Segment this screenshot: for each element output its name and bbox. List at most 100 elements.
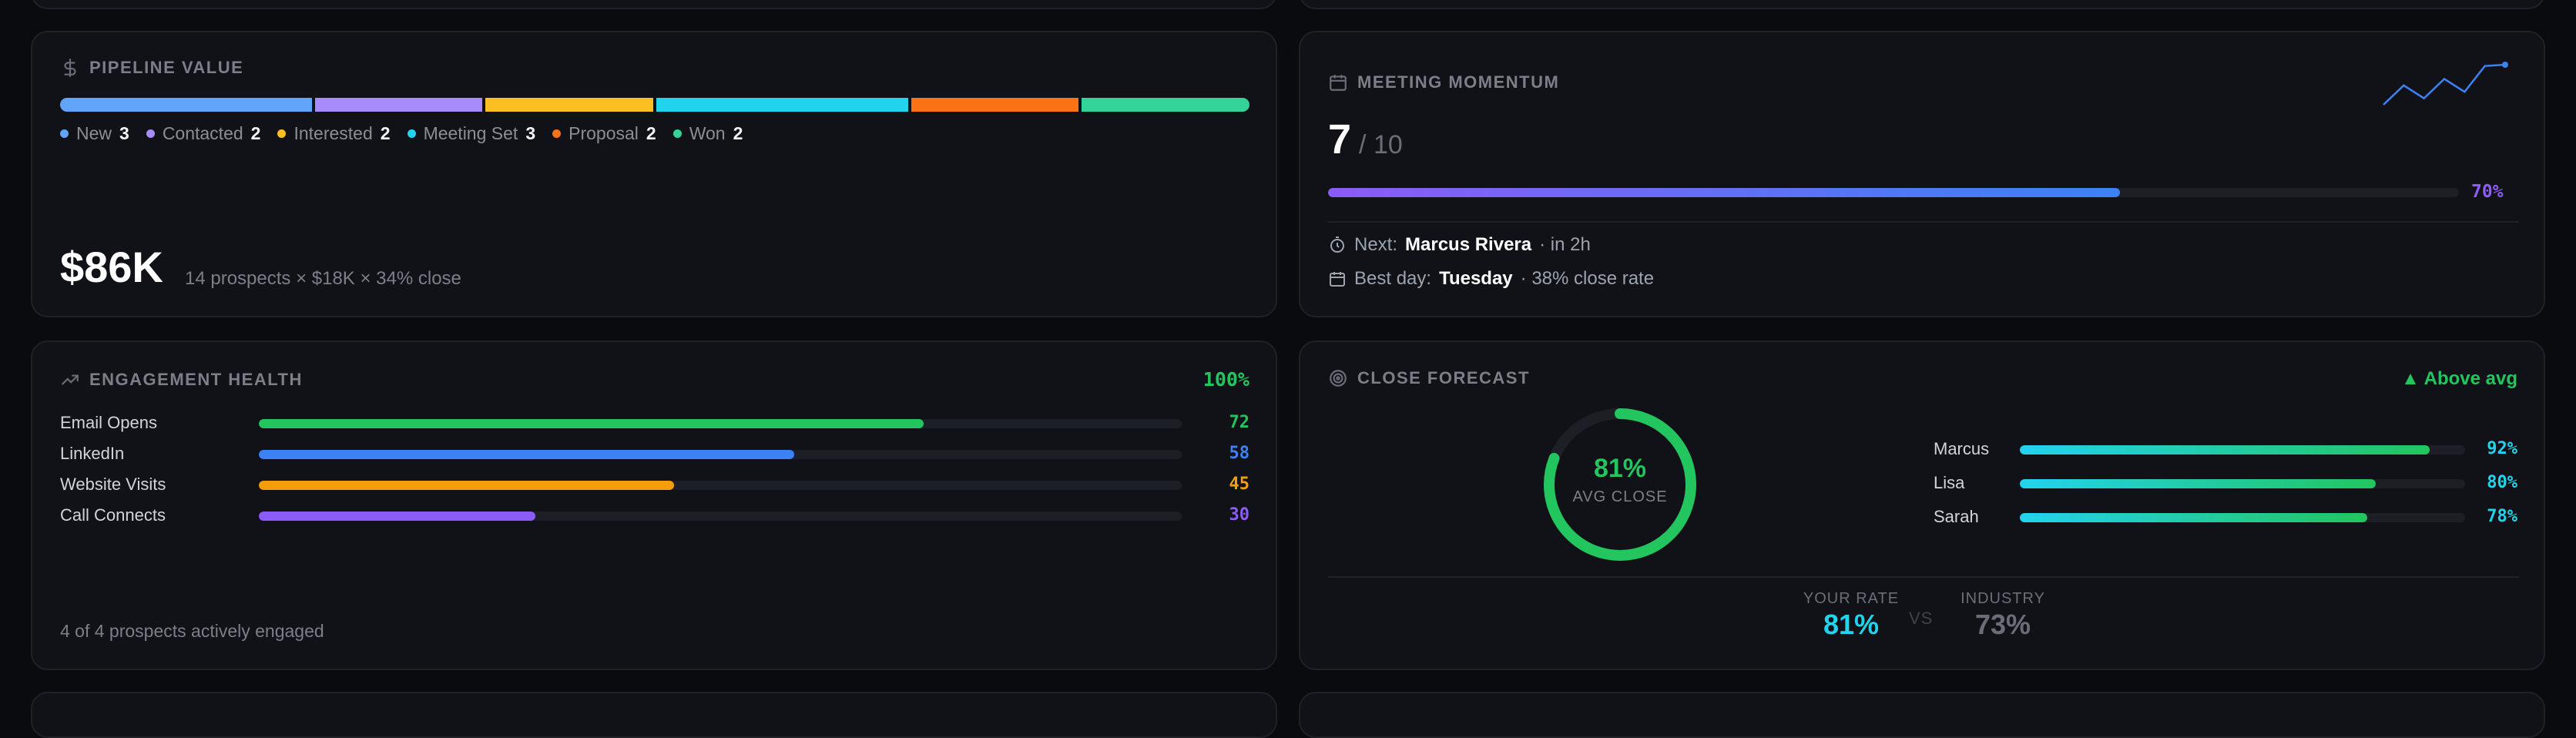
meeting-title: MEETING MOMENTUM [1328,72,1559,92]
trending-up-icon [62,374,79,385]
legend-label: New [76,123,112,143]
legend-count: 3 [525,123,536,143]
calendar-icon [1330,75,1347,91]
engagement-row-track [259,419,1182,428]
rep-name: Sarah [1934,507,1979,526]
sparkline-end-dot [2502,62,2508,68]
meeting-count: 7 [1328,116,1352,163]
engagement-row-track [259,512,1182,521]
best-day: Tuesday [1439,268,1513,289]
calendar-small-icon [1330,272,1345,287]
legend-item: Proposal 2 [552,123,656,144]
engagement-footer: 4 of 4 prospects actively engaged [60,621,324,641]
legend-dot [60,129,69,138]
engagement-row-label: Call Connects [60,505,166,525]
timer-icon [1330,236,1344,253]
bottom-card-left [31,692,1277,738]
pipeline-segment-contacted[interactable] [314,98,483,112]
legend-label: Won [689,123,726,143]
legend-item: Interested 2 [277,123,391,144]
forecast-title: CLOSE FORECAST [1328,368,1530,388]
close-forecast-card: CLOSE FORECAST ▲ Above avg 81% AVG CLOSE… [1299,340,2545,670]
rep-value: 78% [2487,507,2517,526]
legend-dot [673,129,682,138]
engagement-row-fill [259,481,675,490]
rep-track [2020,513,2465,522]
bottom-card-right [1299,692,2545,738]
legend-item: New 3 [60,123,129,144]
industry-label: INDUSTRY [1961,590,2045,607]
rep-name: Marcus [1934,439,1990,458]
meeting-target: / 10 [1359,130,1403,159]
gauge-value: 81% [1593,454,1647,483]
legend-dot [552,129,562,138]
pipeline-segment-interested[interactable] [485,98,654,112]
engagement-row-fill [259,512,536,521]
engagement-title: ENGAGEMENT HEALTH [60,370,303,390]
next-meeting-row: Next: Marcus Rivera · in 2h [1328,234,1591,256]
rep-fill [2020,513,2367,522]
industry-value: 73% [1974,609,2031,640]
legend-item: Won 2 [673,123,743,144]
legend-item: Contacted 2 [146,123,261,144]
your-rate-label: YOUR RATE [1803,590,1900,607]
legend-count: 2 [380,123,391,143]
meeting-momentum-card: MEETING MOMENTUM 7 / 10 70% Next: Marcus… [1299,31,2545,317]
top-card-right [1299,0,2545,9]
your-rate-value: 81% [1823,609,1880,640]
meeting-progress-track [1328,188,2459,197]
close-gauge [1544,408,1696,561]
sparkline-line [2383,63,2506,106]
dollar-icon [64,59,76,77]
legend-item: Meeting Set 3 [407,123,536,144]
legend-count: 3 [119,123,129,143]
engagement-row-track [259,481,1182,490]
meeting-divider [1328,221,2519,223]
pipeline-formula: 14 prospects × $18K × 34% close [185,268,461,289]
legend-dot [277,129,287,138]
meeting-progress-fill [1328,188,2120,197]
top-card-left [31,0,1277,9]
best-day-row: Best day: Tuesday · 38% close rate [1328,268,1654,290]
engagement-row-fill [259,419,924,428]
engagement-score: 100% [1202,368,1249,391]
engagement-row-value: 72 [1229,413,1250,432]
rep-fill [2020,445,2430,455]
pipeline-value-card: PIPELINE VALUE New 3 Contacted 2 Interested 2… [31,31,1277,317]
engagement-row-value: 30 [1229,505,1250,525]
pipeline-segment-won[interactable] [1082,98,1250,112]
rep-value: 92% [2487,439,2517,458]
legend-count: 2 [733,123,743,143]
legend-label: Contacted [162,123,243,143]
rep-name: Lisa [1934,473,1965,492]
pipeline-segment-meeting-set[interactable] [656,98,908,112]
engagement-row-fill [259,450,794,459]
rep-track [2020,445,2465,455]
engagement-row-track [259,450,1182,459]
engagement-row-label: LinkedIn [60,444,125,463]
vs-label: VS [1909,609,1934,628]
pipeline-segment-new[interactable] [60,98,312,112]
pipeline-stack-bar [60,98,1250,112]
engagement-row-label: Website Visits [60,475,166,494]
meeting-count-block: 7 / 10 [1328,116,1403,163]
pipeline-legend: New 3 Contacted 2 Interested 2 Meeting Set 3 Pro… [60,123,743,144]
engagement-row-label: Email Opens [60,413,157,432]
engagement-row-value: 58 [1229,444,1250,463]
target-icon [1330,370,1347,387]
legend-count: 2 [250,123,261,143]
engagement-row-value: 45 [1229,475,1250,494]
legend-dot [146,129,155,138]
rep-track [2020,479,2465,488]
legend-label: Proposal [569,123,639,143]
pipeline-title: PIPELINE VALUE [60,58,243,78]
next-meeting-name[interactable]: Marcus Rivera [1405,234,1532,255]
rep-fill [2020,479,2376,488]
gauge-label: AVG CLOSE [1572,488,1668,505]
pipeline-total: $86K [60,243,163,291]
legend-label: Interested [293,123,373,143]
forecast-divider [1328,576,2519,578]
meeting-progress-label: 70% [2471,182,2504,202]
pipeline-segment-proposal[interactable] [911,98,1079,112]
legend-count: 2 [646,123,656,143]
